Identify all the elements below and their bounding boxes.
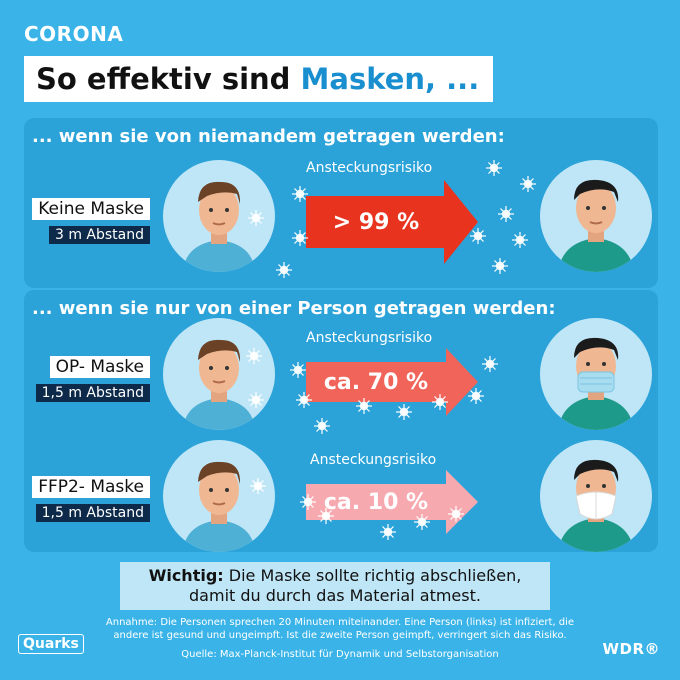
risk-label: Ansteckungsrisiko <box>306 160 433 176</box>
healthy-person-surgical-mask-avatar <box>540 318 652 430</box>
risk-arrow: ca. 10 % <box>306 470 478 534</box>
section-title: ... wenn sie nur von einer Person getrag… <box>32 298 556 319</box>
risk-arrow-shape <box>306 470 478 534</box>
risk-value: ca. 70 % <box>323 369 429 395</box>
distance-label: 3 m Abstand <box>48 226 150 244</box>
risk-arrow: ca. 70 % <box>306 348 478 416</box>
headline-text: So effektiv sind <box>36 62 301 96</box>
distance-label: 1,5 m Abstand <box>35 504 150 522</box>
risk-arrow: > 99 % <box>306 180 478 264</box>
virus-icon <box>468 388 484 404</box>
virus-icon <box>432 394 448 410</box>
virus-icon <box>314 418 330 434</box>
note-line-1: Wichtig: Die Maske sollte richtig abschl… <box>120 566 550 586</box>
infected-person-avatar <box>163 440 275 552</box>
risk-arrow-shape <box>306 348 478 416</box>
risk-value: > 99 % <box>332 209 420 235</box>
distance-label: 1,5 m Abstand <box>35 384 150 402</box>
assumption-note: Annahme: Die Personen sprechen 20 Minute… <box>105 617 575 641</box>
risk-arrow-shape <box>306 180 478 264</box>
row-label: FFP2- Maske 1,5 m Abstand <box>0 476 150 528</box>
virus-icon <box>292 186 308 202</box>
virus-icon <box>380 524 396 540</box>
virus-icon <box>396 404 412 420</box>
source-note: Quelle: Max-Planck-Institut für Dynamik … <box>181 649 499 660</box>
virus-icon <box>512 232 528 248</box>
headline: So effektiv sind Masken, ... <box>24 56 494 102</box>
virus-icon <box>276 262 292 278</box>
wdr-logo: WDR® <box>602 640 660 658</box>
virus-icon <box>290 362 306 378</box>
virus-icon <box>250 478 266 494</box>
note-text: Die Maske sollte richtig abschließen, <box>223 566 522 585</box>
infected-person-avatar <box>163 318 275 430</box>
row-label: OP- Maske 1,5 m Abstand <box>0 356 150 408</box>
virus-icon <box>248 392 264 408</box>
row-label: Keine Maske 3 m Abstand <box>0 198 150 250</box>
virus-icon <box>486 160 502 176</box>
healthy-person-ffp2-mask-avatar <box>540 440 652 552</box>
virus-icon <box>482 356 498 372</box>
section-title: ... wenn sie von niemandem getragen werd… <box>32 126 505 147</box>
virus-icon <box>292 230 308 246</box>
virus-icon <box>356 398 372 414</box>
virus-icon <box>414 514 430 530</box>
note-lead: Wichtig: <box>148 566 224 585</box>
note-line-2: damit du durch das Material atmest. <box>189 586 481 605</box>
virus-icon <box>448 506 464 522</box>
virus-icon <box>296 392 312 408</box>
important-note: Wichtig: Die Maske sollte richtig abschl… <box>120 562 550 610</box>
virus-icon <box>248 210 264 226</box>
virus-icon <box>520 176 536 192</box>
risk-label: Ansteckungsrisiko <box>306 330 433 346</box>
healthy-person-avatar <box>540 160 652 272</box>
mask-type-label: FFP2- Maske <box>32 476 150 498</box>
virus-icon <box>246 348 262 364</box>
kicker: CORONA <box>24 22 124 46</box>
risk-value: ca. 10 % <box>323 489 429 515</box>
virus-icon <box>498 206 514 222</box>
quarks-logo: Quarks <box>18 634 84 654</box>
risk-label: Ansteckungsrisiko <box>310 452 437 468</box>
headline-accent: Masken, ... <box>300 62 480 96</box>
virus-icon <box>318 508 334 524</box>
virus-icon <box>492 258 508 274</box>
mask-type-label: OP- Maske <box>49 356 150 378</box>
mask-type-label: Keine Maske <box>32 198 150 220</box>
virus-icon <box>470 228 486 244</box>
virus-icon <box>300 494 316 510</box>
